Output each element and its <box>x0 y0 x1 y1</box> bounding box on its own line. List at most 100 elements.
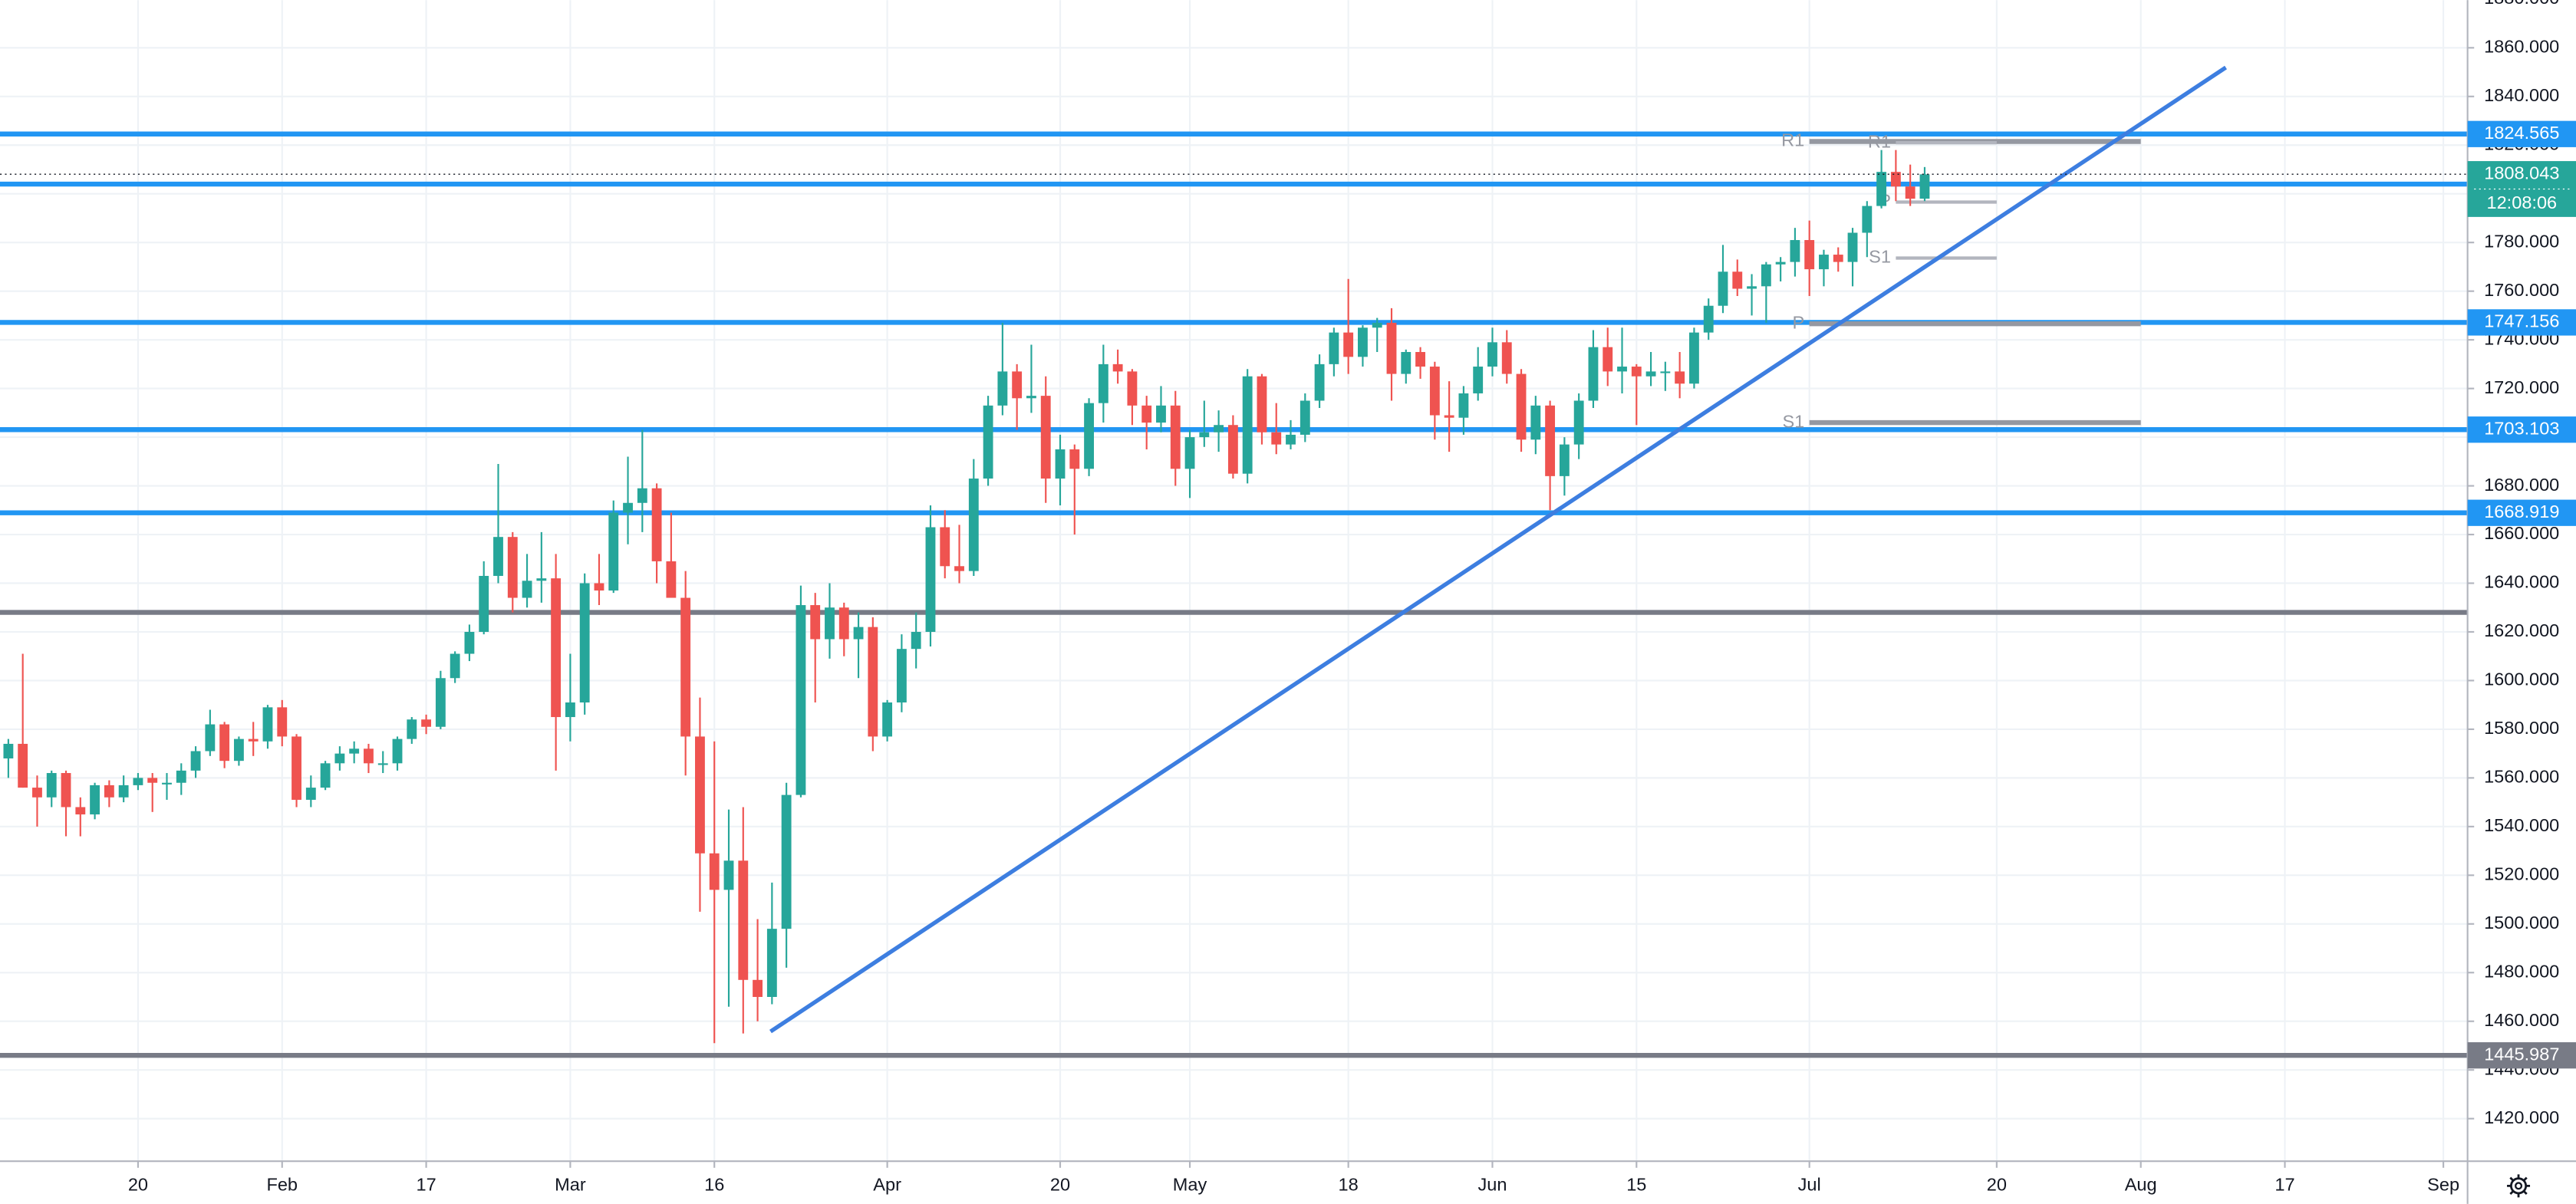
candle-body <box>1559 444 1570 476</box>
level-price-tag <box>2467 1042 2576 1069</box>
candle-body <box>766 929 777 997</box>
candle-body <box>997 371 1008 406</box>
candle-body <box>1300 400 1310 435</box>
candle-body <box>450 653 460 679</box>
x-tick-label: Jul <box>1798 1175 1821 1195</box>
candle-body <box>723 860 734 890</box>
candle-body <box>1401 352 1412 374</box>
candle-body <box>1847 232 1858 262</box>
y-tick-label: 1640.000 <box>2484 572 2559 592</box>
level-price-tag <box>2467 309 2576 336</box>
x-tick-label: 20 <box>1987 1175 2007 1195</box>
x-tick-label: 17 <box>416 1175 436 1195</box>
y-tick-label: 1880.000 <box>2484 0 2559 8</box>
candle-body <box>1358 327 1368 357</box>
candle-body <box>1501 342 1512 374</box>
candle-body <box>1069 449 1080 469</box>
candle-body <box>1084 403 1094 469</box>
y-tick-label: 1860.000 <box>2484 37 2559 57</box>
candle-body <box>1026 396 1036 399</box>
candle-body <box>810 605 821 640</box>
y-tick-label: 1540.000 <box>2484 815 2559 835</box>
candle-body <box>1098 364 1108 403</box>
candle-body <box>536 578 547 581</box>
x-tick-label: Feb <box>266 1175 298 1195</box>
candle-body <box>1242 376 1253 474</box>
pivot-label: R1 <box>1868 131 1891 151</box>
candle-body <box>1804 240 1815 270</box>
candle-body <box>205 724 216 752</box>
trendline <box>769 65 2227 1034</box>
candle-body <box>781 794 792 929</box>
gear-icon <box>2515 1182 2523 1190</box>
candle-body <box>262 707 273 742</box>
gear-icon <box>2507 1174 2531 1198</box>
x-tick-label: 20 <box>1050 1175 1070 1195</box>
candle-body <box>1588 347 1599 401</box>
candle-body <box>1141 405 1152 423</box>
candle-body <box>1747 286 1757 289</box>
candle-body <box>1170 405 1181 469</box>
x-tick-label: 20 <box>128 1175 148 1195</box>
candle-body <box>507 537 518 598</box>
candle-body <box>1343 332 1354 357</box>
time-axis <box>0 1161 2468 1204</box>
candle-body <box>1631 367 1642 377</box>
candle-body <box>1112 364 1123 372</box>
candle-body <box>1516 373 1527 440</box>
candle-body <box>104 785 114 798</box>
candle-body <box>46 773 57 798</box>
y-tick-label: 1480.000 <box>2484 961 2559 981</box>
candle-body <box>1199 432 1210 438</box>
candle-body <box>349 748 360 754</box>
candle-body <box>1314 364 1325 401</box>
candle-body <box>1487 342 1497 367</box>
candle-body <box>292 736 301 800</box>
candle-body <box>1718 271 1728 306</box>
candle-body <box>1545 405 1556 476</box>
level-price-label: 1668.919 <box>2484 502 2559 521</box>
candle-body <box>435 678 446 727</box>
candle-body <box>695 736 705 854</box>
candle-body <box>1862 206 1873 233</box>
candle-body <box>579 583 590 702</box>
candle-body <box>1184 437 1195 469</box>
y-tick-label: 1420.000 <box>2484 1107 2559 1127</box>
candle-body <box>623 502 633 513</box>
x-tick-label: May <box>1173 1175 1207 1195</box>
y-tick-label: 1500.000 <box>2484 913 2559 933</box>
candle-body <box>940 527 950 567</box>
settings-button[interactable] <box>2507 1174 2531 1198</box>
candle-body <box>118 785 129 798</box>
candle-body <box>18 743 28 788</box>
y-tick-label: 1680.000 <box>2484 475 2559 495</box>
pivot-label: S1 <box>1869 247 1891 267</box>
candle-body <box>1761 264 1771 287</box>
candle-body <box>1429 367 1440 416</box>
candle-body <box>1688 332 1699 384</box>
axis-labels: 1420.0001440.0001460.0001480.0001500.000… <box>128 0 2576 1195</box>
candle-body <box>796 605 806 795</box>
candle-body <box>1890 172 1901 187</box>
y-tick-label: 1620.000 <box>2484 620 2559 640</box>
x-tick-label: 16 <box>704 1175 724 1195</box>
candle-body <box>1055 449 1066 479</box>
y-tick-label: 1600.000 <box>2484 669 2559 689</box>
candle-body <box>176 770 186 783</box>
candle-body <box>1919 174 1930 199</box>
candle-body <box>1905 186 1916 199</box>
x-tick-label: Aug <box>2125 1175 2157 1195</box>
x-tick-label: Sep <box>2427 1175 2459 1195</box>
candle-body <box>551 578 562 718</box>
candle-body <box>594 583 604 591</box>
candle-body <box>983 405 993 479</box>
candle-body <box>1790 240 1800 262</box>
candle-body <box>61 773 71 808</box>
candle-body <box>493 537 503 576</box>
candle-body <box>133 778 143 785</box>
candle-body <box>1617 367 1627 372</box>
candle-body <box>1675 371 1685 384</box>
